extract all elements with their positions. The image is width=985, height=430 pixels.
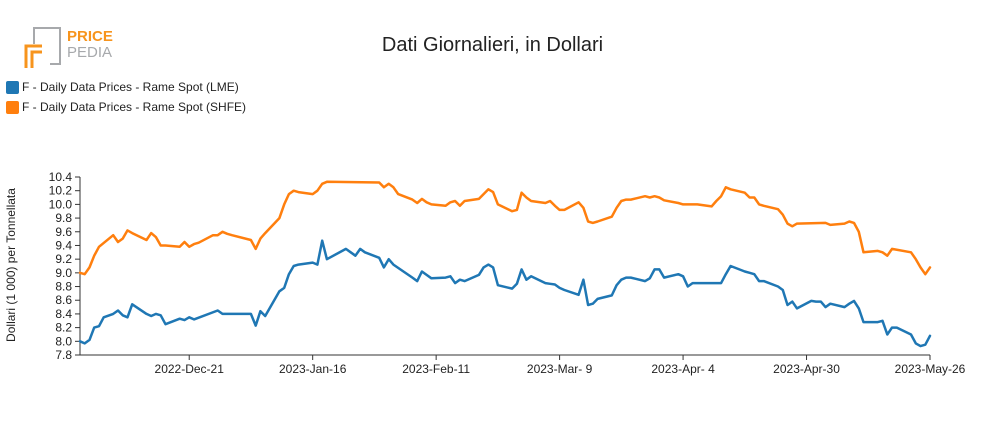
x-tick-label: 2023-Apr-30 <box>773 362 840 376</box>
legend-item-shfe[interactable]: F - Daily Data Prices - Rame Spot (SHFE) <box>6 99 246 115</box>
chart-title: Dati Giornalieri, in Dollari <box>381 34 604 56</box>
legend-swatch-shfe <box>6 100 19 114</box>
legend-label-shfe: F - Daily Data Prices - Rame Spot (SHFE) <box>22 100 247 114</box>
y-tick-label: 8.0 <box>55 334 72 348</box>
y-axis-title: Dollari (1 000) per Tonnellata <box>4 188 18 342</box>
y-tick-label: 9.8 <box>55 211 72 225</box>
y-tick-label: 7.8 <box>55 348 72 362</box>
x-tick-label: 2023-Mar- 9 <box>527 362 593 376</box>
legend-swatch-lme <box>6 80 19 94</box>
x-tick-label: 2023-Feb-11 <box>402 362 470 376</box>
series-line-lme <box>78 239 932 348</box>
y-tick-label: 9.2 <box>55 252 72 266</box>
y-tick-label: 10.2 <box>49 184 73 198</box>
y-tick-label: 8.2 <box>55 321 72 335</box>
y-tick-label: 8.6 <box>55 293 72 307</box>
y-tick-label: 8.8 <box>55 280 72 294</box>
series-line-shfe <box>78 180 932 276</box>
y-tick-label: 10.0 <box>49 197 73 211</box>
x-axis: 2022-Dec-21 2023-Jan-16 2023-Feb-11 2023-Ma… <box>80 354 966 376</box>
x-tick-label: 2022-Dec-21 <box>155 362 225 376</box>
y-tick-label: 9.0 <box>55 266 72 280</box>
legend-label-lme: F - Daily Data Prices - Rame Spot (LME) <box>22 80 239 94</box>
y-axis: 7.88.08.28.48.68.89.09.29.49.69.810.010.… <box>49 170 81 362</box>
y-tick-label: 10.4 <box>49 170 73 184</box>
y-tick-label: 9.6 <box>55 225 72 239</box>
legend-item-lme[interactable]: F - Daily Data Prices - Rame Spot (LME) <box>6 79 239 95</box>
pricepedia-logo: PRICE PEDIA <box>24 27 113 68</box>
x-tick-label: 2023-Apr- 4 <box>651 362 715 376</box>
x-tick-label: 2023-Jan-16 <box>279 362 347 376</box>
y-tick-label: 8.4 <box>55 307 72 321</box>
series-group <box>78 180 932 348</box>
logo-line1: PRICE <box>67 28 113 45</box>
logo-line2: PEDIA <box>67 44 112 61</box>
x-tick-label: 2023-May-26 <box>895 362 966 376</box>
y-tick-label: 9.4 <box>55 238 72 252</box>
